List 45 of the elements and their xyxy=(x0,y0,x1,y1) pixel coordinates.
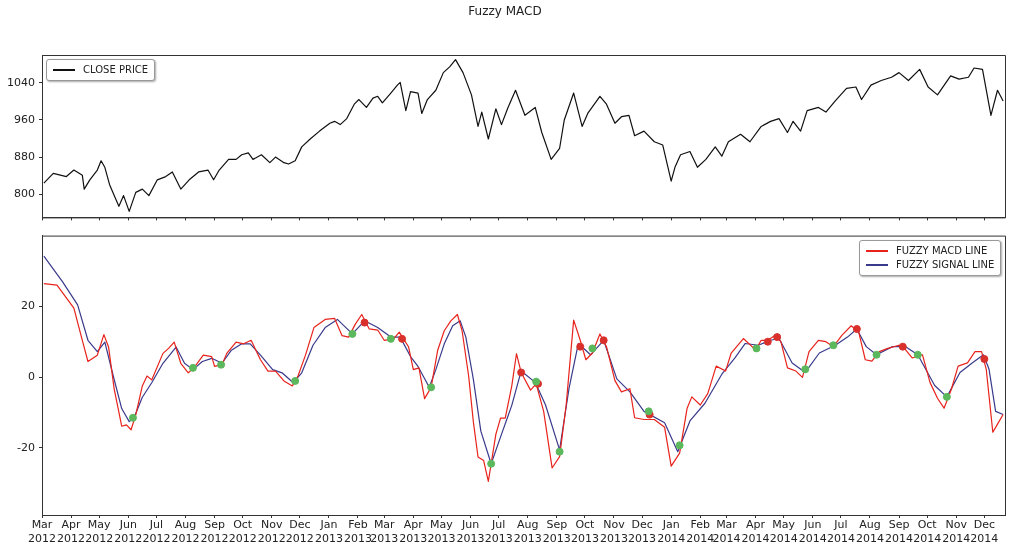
x-tick-label: Oct 2012 xyxy=(228,518,257,545)
y-tick-label: 20 xyxy=(21,299,35,313)
x-tick-label: Aug 2013 xyxy=(513,518,542,545)
x-tick-label: Nov 2012 xyxy=(257,518,286,545)
x-tick-label: Jul 2014 xyxy=(826,518,855,545)
x-tick-label: Dec 2012 xyxy=(285,518,314,545)
x-tick-label: Apr 2014 xyxy=(741,518,770,545)
x-tick-label: Jul 2012 xyxy=(142,518,171,545)
y-tick-label: 880 xyxy=(14,149,35,163)
x-tick-label: May 2014 xyxy=(769,518,798,545)
x-tick-label: Jan 2013 xyxy=(314,518,343,545)
x-tick-label: Apr 2013 xyxy=(399,518,428,545)
x-tick-label: Mar 2013 xyxy=(370,518,399,545)
x-tick-label: May 2012 xyxy=(85,518,114,545)
x-tick-label: Aug 2014 xyxy=(855,518,884,545)
x-tick-label: Nov 2014 xyxy=(942,518,971,545)
y-tick-label: -20 xyxy=(17,440,35,454)
x-tick-label: Nov 2013 xyxy=(599,518,628,545)
chart-title: Fuzzy MACD xyxy=(467,4,543,18)
x-tick-label: Jun 2012 xyxy=(114,518,143,545)
x-tick-label: Sep 2012 xyxy=(200,518,229,545)
x-tick-label: Oct 2014 xyxy=(913,518,942,545)
x-tick-label: Jun 2013 xyxy=(456,518,485,545)
x-tick-label: Mar 2012 xyxy=(28,518,56,545)
x-tick-label: Apr 2012 xyxy=(57,518,86,545)
x-tick-label: Jul 2013 xyxy=(484,518,513,545)
x-tick-label: Feb 2013 xyxy=(344,518,372,545)
x-tick-label: May 2013 xyxy=(427,518,456,545)
x-tick-label: Jun 2014 xyxy=(798,518,827,545)
x-tick-label: Jan 2014 xyxy=(657,518,686,545)
x-tick-label: Sep 2014 xyxy=(885,518,914,545)
x-tick-label: Sep 2013 xyxy=(542,518,571,545)
legend-label: CLOSE PRICE xyxy=(83,63,149,77)
legend-label: FUZZY SIGNAL LINE xyxy=(896,257,995,272)
y-tick-label: 1040 xyxy=(7,75,35,89)
y-tick-label: 0 xyxy=(28,369,35,383)
x-tick-label: Dec 2014 xyxy=(970,518,999,545)
x-tick-label: Feb 2014 xyxy=(686,518,715,545)
x-tick-label: Aug 2012 xyxy=(171,518,200,545)
x-tick-label: Dec 2013 xyxy=(628,518,657,545)
x-tick-label: Mar 2014 xyxy=(712,518,741,545)
x-tick-label: Oct 2013 xyxy=(570,518,599,545)
legend-label: FUZZY MACD LINE xyxy=(896,243,988,258)
y-tick-label: 960 xyxy=(14,112,35,126)
y-tick-label: 800 xyxy=(14,187,35,201)
